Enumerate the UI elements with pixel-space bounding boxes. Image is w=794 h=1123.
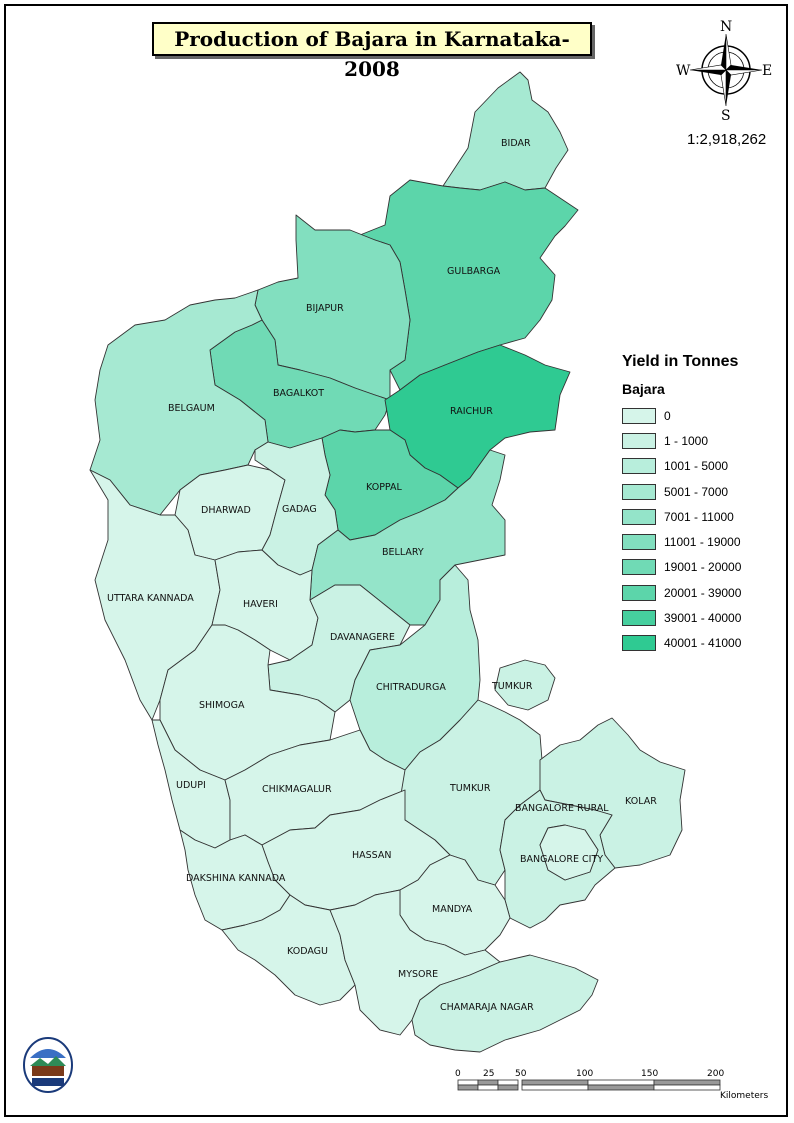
label-bijapur: BIJAPUR	[306, 303, 344, 314]
legend-item: 11001 - 19000	[622, 529, 741, 554]
scale-tick-25: 25	[483, 1069, 494, 1079]
label-bangalore-rural: BANGALORE RURAL	[515, 803, 609, 814]
label-tumkur-enclave: TUMKUR	[491, 681, 533, 692]
compass-south-label: S	[721, 108, 731, 122]
map-scale-ratio: 1:2,918,262	[687, 131, 767, 148]
label-gadag: GADAG	[282, 504, 317, 515]
label-kodagu: KODAGU	[287, 946, 328, 957]
north-arrow-compass-icon: N S E W	[676, 19, 772, 122]
district-davanagere[interactable]	[267, 584, 411, 713]
label-tumkur: TUMKUR	[449, 783, 491, 794]
district-bangalore-city[interactable]	[539, 824, 599, 881]
label-hassan: HASSAN	[352, 850, 391, 861]
label-davanagere: DAVANAGERE	[330, 632, 395, 643]
label-shimoga: SHIMOGA	[199, 700, 245, 711]
legend-swatch	[622, 432, 656, 449]
compass-north-label: N	[720, 19, 732, 35]
legend-swatch	[622, 483, 656, 500]
district-tumkur-enclave[interactable]	[494, 659, 556, 711]
label-bellary: BELLARY	[382, 547, 424, 558]
label-dakshina-kannada: DAKSHINA KANNADA	[186, 873, 286, 884]
label-bidar: BIDAR	[501, 138, 531, 149]
legend: Yield in Tonnes Bajara 0 1 - 1000 1001 - 5…	[622, 353, 741, 656]
legend-item: 1 - 1000	[622, 428, 741, 453]
label-udupi: UDUPI	[176, 780, 206, 791]
legend-label: 19001 - 20000	[664, 560, 742, 575]
scale-tick-200: 200	[707, 1069, 724, 1079]
legend-label: 1001 - 5000	[664, 459, 729, 474]
label-haveri: HAVERI	[243, 599, 278, 610]
legend-item: 39001 - 40000	[622, 605, 741, 630]
legend-item: 5001 - 7000	[622, 479, 741, 504]
map-title: Production of Bajara in Karnataka-2008	[152, 22, 592, 81]
legend-swatch	[622, 458, 656, 475]
legend-swatch	[622, 534, 656, 551]
scale-tick-0: 0	[455, 1069, 461, 1079]
legend-label: 1 - 1000	[664, 433, 709, 448]
district-labels: BIDAR GULBARGA BIJAPUR BAGALKOT BELGAUM …	[107, 138, 657, 1013]
legend-item: 20001 - 39000	[622, 580, 741, 605]
district-chamaraja-nagar[interactable]	[411, 954, 599, 1053]
label-gulbarga: GULBARGA	[447, 266, 501, 277]
legend-item: 19001 - 20000	[622, 555, 741, 580]
label-kolar: KOLAR	[625, 796, 657, 807]
scale-tick-150: 150	[641, 1069, 658, 1079]
scale-bar: 0 25 50 100 150 200 Kilometers	[455, 1069, 768, 1101]
label-chikmagalur: CHIKMAGALUR	[262, 784, 332, 795]
compass-west-label: W	[676, 63, 691, 79]
legend-label: 11001 - 19000	[664, 535, 741, 550]
legend-label: 0	[664, 408, 671, 423]
label-chamaraja-nagar: CHAMARAJA NAGAR	[440, 1002, 534, 1013]
legend-item: 1001 - 5000	[622, 454, 741, 479]
label-bagalkot: BAGALKOT	[273, 388, 324, 399]
scale-tick-100: 100	[576, 1069, 593, 1079]
label-mysore: MYSORE	[398, 969, 438, 980]
legend-label: 40001 - 41000	[664, 636, 742, 651]
legend-label: 20001 - 39000	[664, 585, 742, 600]
legend-label: 5001 - 7000	[664, 484, 729, 499]
label-raichur: RAICHUR	[450, 406, 493, 417]
map-frame	[4, 4, 788, 1117]
legend-label: 39001 - 40000	[664, 611, 742, 626]
legend-item: 40001 - 41000	[622, 631, 741, 656]
institute-logo-icon	[23, 1037, 73, 1093]
legend-swatch	[622, 407, 656, 424]
label-mandya: MANDYA	[432, 904, 473, 915]
legend-swatch	[622, 635, 656, 652]
scale-unit: Kilometers	[720, 1091, 768, 1101]
label-bangalore-city: BANGALORE CITY	[520, 854, 603, 865]
legend-subtitle: Bajara	[622, 381, 665, 397]
compass-east-label: E	[762, 63, 772, 79]
label-belgaum: BELGAUM	[168, 403, 215, 414]
legend-item: 0	[622, 403, 741, 428]
scale-tick-50: 50	[515, 1069, 527, 1079]
legend-rows: 0 1 - 1000 1001 - 5000 5001 - 7000 7001 - 11…	[622, 403, 741, 656]
legend-swatch	[622, 610, 656, 627]
label-chitradurga: CHITRADURGA	[376, 682, 446, 693]
district-bidar[interactable]	[442, 71, 569, 191]
legend-swatch	[622, 584, 656, 601]
label-uttara-kannada: UTTARA KANNADA	[107, 593, 194, 604]
legend-swatch	[622, 559, 656, 576]
legend-swatch	[622, 508, 656, 525]
legend-label: 7001 - 11000	[664, 509, 734, 524]
label-koppal: KOPPAL	[366, 482, 403, 493]
legend-item: 7001 - 11000	[622, 504, 741, 529]
legend-title: Yield in Tonnes	[622, 353, 739, 370]
label-dharwad: DHARWAD	[201, 505, 251, 516]
